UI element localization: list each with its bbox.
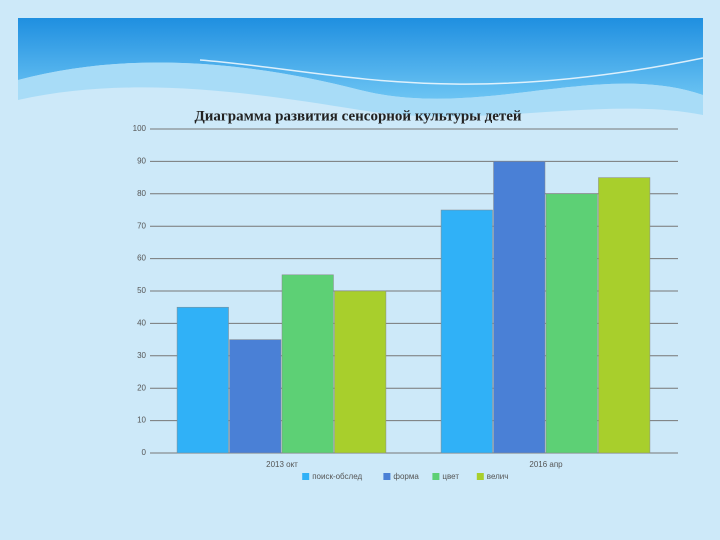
y-tick-label: 10 [137, 416, 146, 425]
y-tick-label: 60 [137, 254, 146, 263]
y-tick-label: 90 [137, 157, 146, 166]
y-tick-label: 80 [137, 189, 146, 198]
y-tick-label: 40 [137, 319, 146, 328]
bar [229, 339, 282, 454]
legend-swatch [476, 473, 484, 480]
y-tick-label: 20 [137, 383, 146, 392]
bar [545, 193, 598, 454]
header-wave-light [18, 62, 703, 117]
bar [493, 161, 546, 454]
legend-swatch [432, 473, 440, 480]
y-tick-label: 50 [137, 286, 146, 295]
legend-swatch [302, 473, 310, 480]
legend-swatch [383, 473, 391, 480]
y-tick-label: 30 [137, 351, 146, 360]
y-tick-label: 70 [137, 221, 146, 230]
legend-label: велич [487, 472, 509, 481]
legend-label: цвет [442, 472, 459, 481]
header-line [199, 57, 704, 85]
y-tick-label: 0 [142, 448, 147, 457]
bar [598, 177, 651, 454]
y-tick-label: 100 [133, 124, 147, 133]
x-tick-label: 2016 апр [529, 460, 563, 469]
bar [334, 290, 387, 454]
x-tick-label: 2013 окт [266, 460, 298, 469]
header-wave [18, 18, 703, 99]
chart-title: Диаграмма развития сенсорной культуры де… [194, 108, 521, 124]
bar [440, 209, 493, 454]
bar [176, 306, 229, 454]
legend-label: форма [393, 472, 419, 481]
legend-label: поиск-обслед [312, 472, 362, 481]
bar [281, 274, 334, 454]
